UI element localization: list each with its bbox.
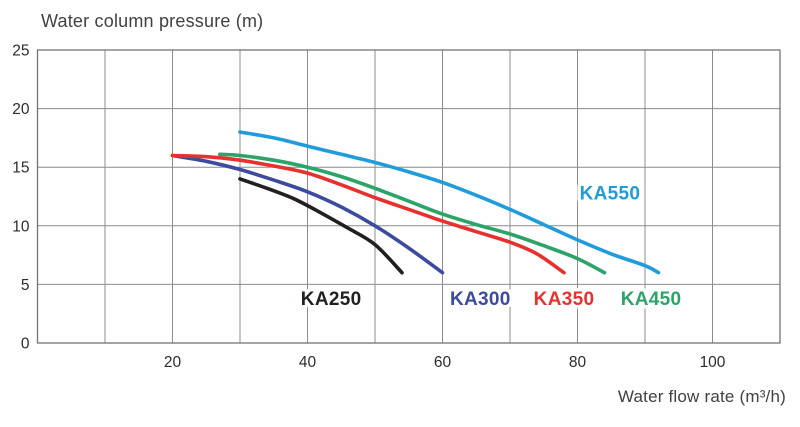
- y-tick-label: 25: [12, 43, 29, 60]
- plot-border: [36, 49, 781, 344]
- series-ka250-curve: [238, 177, 404, 275]
- series-ka250-label: KA250: [301, 289, 362, 310]
- series-ka300-label: KA300: [450, 289, 511, 310]
- x-tick-label: 40: [299, 354, 317, 371]
- series-ka450-curve: [218, 152, 607, 275]
- series-ka350-label: KA350: [534, 289, 595, 310]
- y-tick-label: 0: [21, 336, 30, 353]
- series-ka550-label: KA550: [580, 183, 641, 204]
- x-axis-title: Water flow rate (m³/h): [617, 387, 786, 406]
- x-tick-label: 60: [434, 354, 452, 371]
- y-tick-label: 10: [12, 218, 30, 235]
- y-tick-label: 15: [12, 160, 29, 177]
- y-tick-label: 20: [12, 101, 30, 118]
- series-ka300-curve: [170, 153, 445, 275]
- series-ka350-curve: [170, 153, 566, 275]
- chart-title: Water column pressure (m): [41, 11, 264, 31]
- y-tick-label: 5: [21, 277, 30, 294]
- x-tick-label: 20: [164, 354, 182, 371]
- x-tick-label: 80: [569, 354, 587, 371]
- x-tick-label: 100: [700, 354, 726, 371]
- series-ka550-curve: [238, 130, 661, 275]
- series-ka450-label: KA450: [621, 289, 682, 310]
